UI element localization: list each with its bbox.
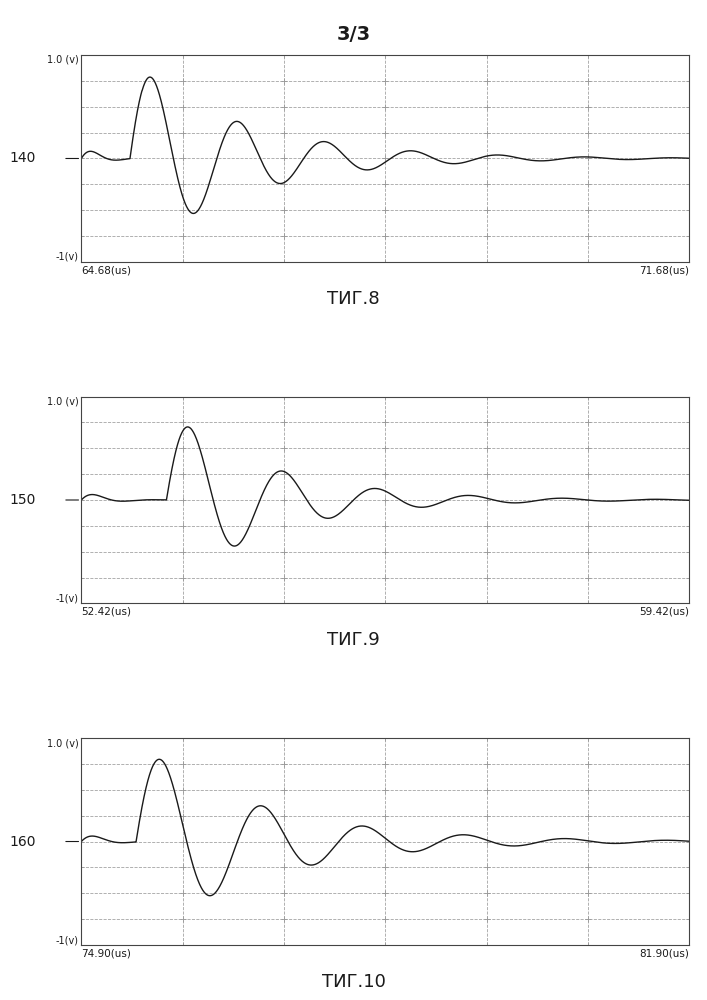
Text: -1(v): -1(v)	[55, 935, 78, 945]
Text: -1(v): -1(v)	[55, 593, 78, 603]
Text: 64.68(us): 64.68(us)	[81, 265, 132, 275]
Text: 81.90(us): 81.90(us)	[639, 948, 689, 958]
Text: ΤИГ.10: ΤИГ.10	[322, 973, 385, 991]
Text: 1.0 (v): 1.0 (v)	[47, 55, 78, 65]
Text: 74.90(us): 74.90(us)	[81, 948, 132, 958]
Text: 3/3: 3/3	[337, 25, 370, 44]
Text: 1.0 (v): 1.0 (v)	[47, 738, 78, 748]
Text: ΤИГ.8: ΤИГ.8	[327, 290, 380, 308]
Text: 71.68(us): 71.68(us)	[639, 265, 689, 275]
Text: 1.0 (v): 1.0 (v)	[47, 397, 78, 407]
Text: 150: 150	[9, 493, 36, 507]
Text: -1(v): -1(v)	[55, 252, 78, 262]
Text: 140: 140	[9, 151, 36, 165]
Text: 160: 160	[9, 835, 36, 849]
Text: 59.42(us): 59.42(us)	[639, 607, 689, 617]
Text: 52.42(us): 52.42(us)	[81, 607, 132, 617]
Text: ΤИГ.9: ΤИГ.9	[327, 631, 380, 649]
